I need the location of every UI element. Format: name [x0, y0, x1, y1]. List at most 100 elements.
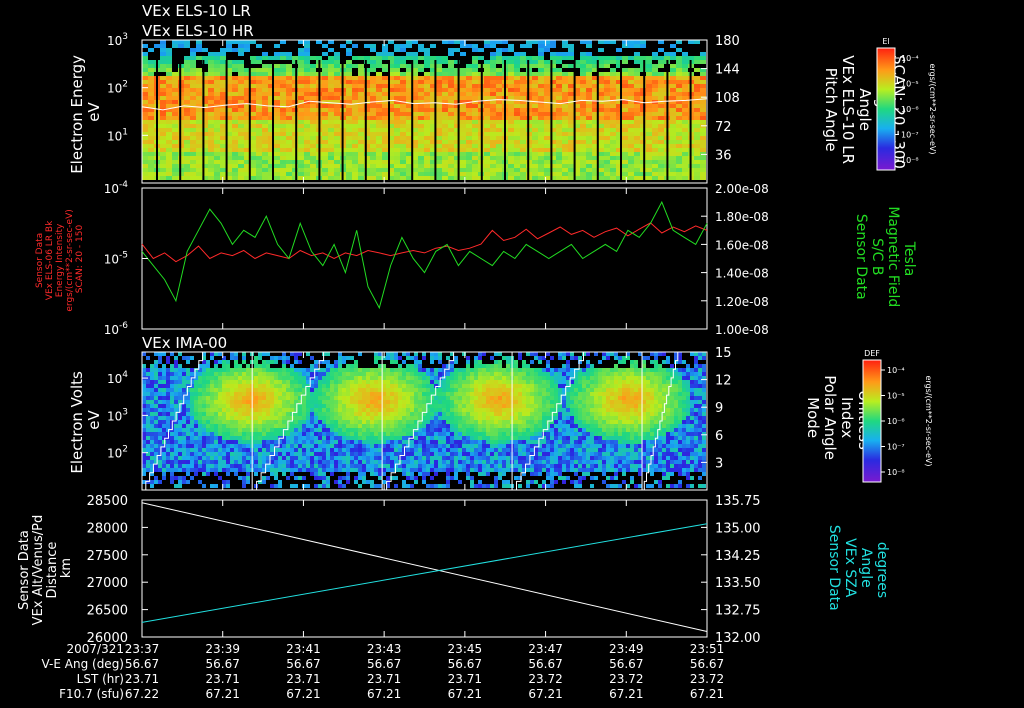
- els-colorbar-label: El: [882, 37, 889, 46]
- ima-heatmap-cell: [162, 396, 166, 400]
- els-heatmap-cell: [322, 96, 328, 100]
- ima-heatmap-cell: [294, 484, 298, 488]
- els-heatmap-cell: [454, 68, 460, 72]
- els-heatmap-cell: [268, 120, 274, 124]
- ima-heatmap-cell: [334, 376, 338, 380]
- els-heatmap-cell: [376, 100, 382, 104]
- ima-heatmap-cell: [150, 456, 154, 460]
- ima-heatmap-cell: [142, 452, 146, 456]
- els-heatmap-cell: [634, 168, 640, 172]
- ima-heatmap-cell: [218, 476, 222, 480]
- els-heatmap-cell: [334, 124, 340, 128]
- ima-heatmap-cell: [218, 404, 222, 408]
- ima-heatmap-cell: [274, 432, 278, 436]
- ima-heatmap-cell: [234, 464, 238, 468]
- ima-heatmap-cell: [330, 380, 334, 384]
- els-heatmap-cell: [220, 168, 226, 172]
- els-heatmap-cell: [376, 92, 382, 96]
- els-heatmap-cell: [328, 120, 334, 124]
- els-heatmap-cell: [676, 48, 682, 52]
- els-heatmap-cell: [172, 152, 178, 156]
- ima-heatmap-cell: [258, 372, 262, 376]
- ima-heatmap-cell: [338, 464, 342, 468]
- els-heatmap-cell: [400, 96, 406, 100]
- els-heatmap-cell: [556, 128, 562, 132]
- ima-heatmap-cell: [326, 356, 330, 360]
- ima-heatmap-cell: [298, 416, 302, 420]
- els-heatmap-cell: [682, 88, 688, 92]
- els-heatmap-cell: [298, 56, 304, 60]
- els-heatmap-cell: [232, 88, 238, 92]
- ima-heatmap-cell: [350, 436, 354, 440]
- els-heatmap-cell: [532, 80, 538, 84]
- els-heatmap-cell: [202, 116, 208, 120]
- ima-heatmap-cell: [154, 392, 158, 396]
- els-heatmap-cell: [574, 104, 580, 108]
- els-heatmap-cell: [382, 116, 388, 120]
- els-heatmap-cell: [214, 124, 220, 128]
- els-heatmap-cell: [160, 96, 166, 100]
- ima-heatmap-cell: [294, 436, 298, 440]
- ima-heatmap-cell: [330, 444, 334, 448]
- ima-heatmap-cell: [186, 352, 190, 356]
- els-heatmap-cell: [406, 100, 412, 104]
- els-heatmap-cell: [190, 80, 196, 84]
- els-heatmap-cell: [268, 92, 274, 96]
- els-heatmap-cell: [172, 156, 178, 160]
- els-heatmap-cell: [280, 112, 286, 116]
- els-heatmap-cell: [358, 116, 364, 120]
- els-heatmap-cell: [634, 144, 640, 148]
- ima-heatmap-cell: [262, 460, 266, 464]
- els-heatmap-cell: [352, 148, 358, 152]
- els-heatmap-cell: [220, 172, 226, 176]
- ima-heatmap-cell: [230, 424, 234, 428]
- els-heatmap-cell: [586, 44, 592, 48]
- els-heatmap-cell: [676, 112, 682, 116]
- els-heatmap-cell: [460, 100, 466, 104]
- els-heatmap-cell: [298, 48, 304, 52]
- els-heatmap-cell: [226, 96, 232, 100]
- ima-heatmap-cell: [222, 436, 226, 440]
- ima-heatmap-cell: [326, 476, 330, 480]
- ima-heatmap-cell: [302, 396, 306, 400]
- els-heatmap-cell: [250, 132, 256, 136]
- ima-heatmap-cell: [262, 404, 266, 408]
- els-heatmap-cell: [676, 88, 682, 92]
- els-heatmap-cell: [346, 132, 352, 136]
- ima-heatmap-cell: [286, 380, 290, 384]
- els-heatmap-cell: [436, 100, 442, 104]
- ima-heatmap-cell: [298, 436, 302, 440]
- els-heatmap-cell: [232, 136, 238, 140]
- ima-heatmap-cell: [302, 388, 306, 392]
- els-heatmap-cell: [310, 64, 316, 68]
- ima-heatmap-cell: [270, 416, 274, 420]
- els-heatmap-cell: [544, 104, 550, 108]
- els-heatmap-cell: [568, 164, 574, 168]
- ima-heatmap-cell: [178, 376, 182, 380]
- els-heatmap-cell: [574, 148, 580, 152]
- els-heatmap-cell: [460, 68, 466, 72]
- els-heatmap-cell: [160, 80, 166, 84]
- ima-heatmap-cell: [238, 364, 242, 368]
- ima-heatmap-cell: [198, 456, 202, 460]
- ima-heatmap-cell: [190, 436, 194, 440]
- els-heatmap-cell: [532, 148, 538, 152]
- els-heatmap-cell: [574, 120, 580, 124]
- els-heatmap-cell: [592, 160, 598, 164]
- els-heatmap-cell: [532, 92, 538, 96]
- y2-tick-label: 2.00e-08: [715, 182, 769, 196]
- els-heatmap-cell: [646, 76, 652, 80]
- ima-heatmap-cell: [350, 464, 354, 468]
- els-heatmap-cell: [322, 72, 328, 76]
- els-heatmap-cell: [550, 88, 556, 92]
- els-heatmap-cell: [250, 128, 256, 132]
- ima-heatmap-cell: [338, 456, 342, 460]
- ima-heatmap-cell: [326, 352, 330, 356]
- els-heatmap-cell: [142, 104, 148, 108]
- ima-heatmap-cell: [166, 368, 170, 372]
- els-heatmap-cell: [484, 120, 490, 124]
- els-heatmap-cell: [634, 44, 640, 48]
- ima-heatmap-cell: [262, 428, 266, 432]
- ima-heatmap-cell: [162, 392, 166, 396]
- els-heatmap-cell: [424, 160, 430, 164]
